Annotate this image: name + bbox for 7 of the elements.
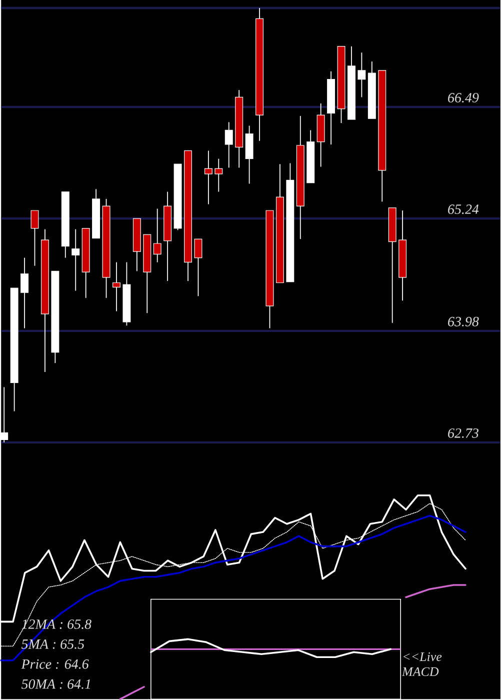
y-tick-label: 65.24 [448, 204, 479, 214]
y-tick-label: 66.49 [448, 93, 479, 102]
annotation: <<Live MACD [402, 652, 442, 676]
annotation: Price : 64.6 [21, 659, 89, 669]
y-tick-label: 63.98 [448, 316, 480, 326]
y-tick-label: 62.73 [448, 428, 479, 438]
annotation: 50MA : 64.1 [22, 679, 90, 689]
